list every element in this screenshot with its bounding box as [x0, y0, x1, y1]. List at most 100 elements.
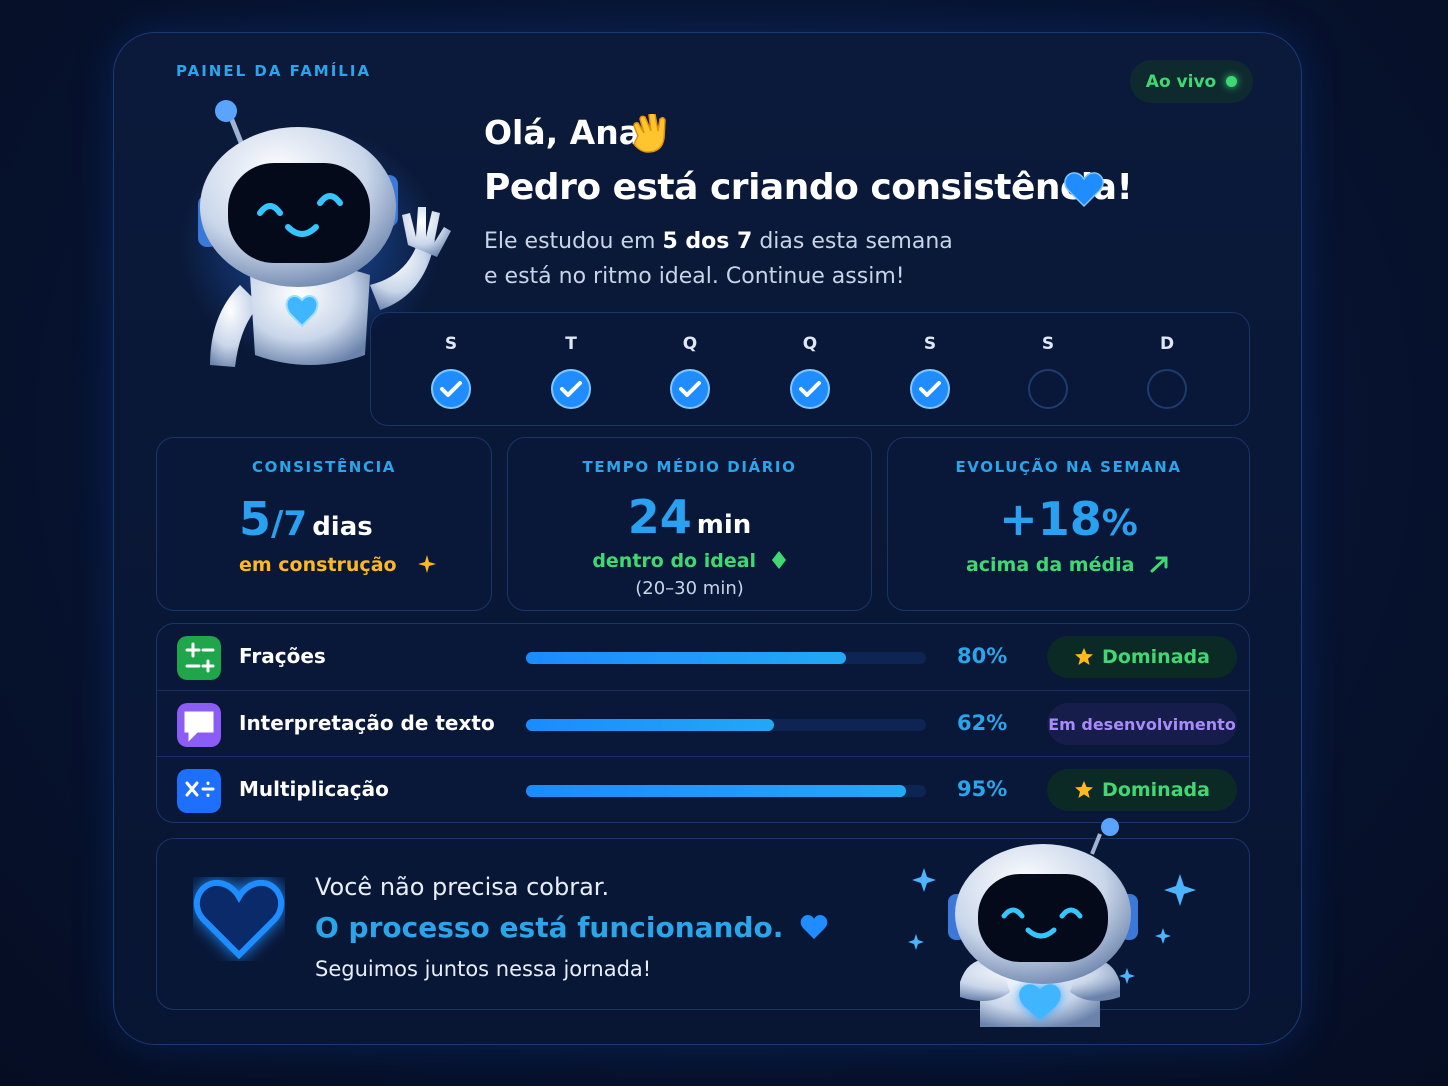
- day-label: Q: [802, 334, 818, 354]
- star-icon: [1075, 781, 1094, 798]
- progress-label: 95%: [957, 777, 1008, 801]
- skill-name: Frações: [239, 644, 326, 668]
- stat-number: +18: [999, 492, 1102, 546]
- skill-row: Frações 80% Dominada: [157, 624, 1249, 690]
- check-circle: [910, 369, 950, 409]
- trend-icon: [1150, 556, 1168, 573]
- progress-track: [526, 652, 926, 664]
- live-text: Ao vivo: [1145, 71, 1217, 92]
- note-text: em construção: [239, 554, 397, 576]
- panel-label: PAINEL DA FAMÍLIA: [176, 62, 372, 80]
- check-circle: [551, 369, 591, 409]
- stat-value: 5/7 dias: [239, 492, 373, 546]
- stat-card: TEMPO MÉDIO DIÁRIO 24 min dentro do idea…: [507, 437, 872, 611]
- check-mark: [440, 381, 462, 397]
- skill-name: Multiplicação: [239, 777, 389, 801]
- day-check: [668, 367, 712, 415]
- star-icon: [1075, 648, 1094, 665]
- icon-glyph: [184, 711, 214, 742]
- footer-line2: O processo está funcionando.: [315, 911, 829, 944]
- stat-unit: min: [696, 510, 752, 540]
- day-check: [1026, 367, 1070, 415]
- check-fill: [551, 369, 591, 409]
- greeting-message: Ele estudou em 5 dos 7 dias esta semana: [484, 229, 953, 254]
- skill-name: Interpretação de texto: [239, 711, 495, 735]
- day-check: [429, 367, 473, 415]
- message-lead: Ele estudou em: [484, 229, 656, 254]
- check-circle: [1147, 369, 1187, 409]
- check-empty: [1147, 369, 1187, 409]
- message-rest: dias esta semana: [759, 229, 953, 254]
- heart-icon: [800, 915, 828, 939]
- check-mark: [919, 381, 941, 397]
- day-check: [549, 367, 593, 415]
- wave-icon: [633, 114, 666, 153]
- robot-illustration: [180, 100, 451, 367]
- stat-card: EVOLUÇÃO NA SEMANA +18% acima da média: [887, 437, 1250, 611]
- stat-note: acima da média: [888, 554, 1249, 576]
- check-circle: [670, 369, 710, 409]
- stat-note: dentro do ideal: [508, 550, 871, 572]
- day-label: S: [1041, 334, 1055, 354]
- skill-row: Multiplicação 95% Dominada: [157, 756, 1249, 823]
- check-circle: [790, 369, 830, 409]
- stat-unit: %: [1101, 503, 1138, 544]
- day-label: S: [923, 334, 937, 354]
- skill-icon: [177, 636, 221, 680]
- progress-label: 80%: [957, 644, 1008, 668]
- check-mark: [799, 381, 821, 397]
- note-text: acima da média: [965, 554, 1135, 576]
- day-check: [908, 367, 952, 415]
- day-label: Q: [682, 334, 698, 354]
- live-pill: Ao vivo: [1130, 60, 1253, 103]
- sparkle-icon: [418, 555, 437, 573]
- check-empty: [1028, 369, 1068, 409]
- stat-value: +18%: [888, 492, 1249, 546]
- progress-label: 62%: [957, 711, 1008, 735]
- star: [1075, 648, 1094, 665]
- check-fill: [910, 369, 950, 409]
- footer-line3: Seguimos juntos nessa jornada!: [315, 957, 652, 981]
- progress-bar: [526, 652, 846, 664]
- live-dot: [1226, 76, 1238, 87]
- stat-note: em construção: [239, 554, 437, 576]
- check-mark: [560, 381, 582, 397]
- skill-icon: [177, 703, 221, 747]
- stat-title: EVOLUÇÃO NA SEMANA: [955, 458, 1182, 476]
- check-mark: [679, 381, 701, 397]
- greeting-hello: Olá, Ana: [484, 113, 641, 152]
- skill-row: Interpretação de texto 62% Em desenvolvime…: [157, 690, 1249, 757]
- check-circle: [1028, 369, 1068, 409]
- check-circle: [431, 369, 471, 409]
- status-text: Dominada: [1102, 646, 1210, 668]
- progress-bar: [526, 719, 774, 731]
- progress-bar: [526, 785, 906, 797]
- stat-card: CONSISTÊNCIA 5/7 dias em construção: [156, 437, 492, 611]
- stat-value: 24 min: [508, 490, 871, 544]
- day-check: [788, 367, 832, 415]
- heart-icon: [1064, 172, 1104, 208]
- status-badge: Dominada: [1047, 769, 1237, 811]
- star: [1075, 781, 1094, 798]
- note-text: dentro do ideal: [592, 550, 757, 572]
- robot-heart-illustration: [908, 818, 1196, 1027]
- stat-title: CONSISTÊNCIA: [252, 458, 396, 476]
- message-highlight: 5 dos 7: [662, 229, 753, 254]
- footer-highlight: O processo está funcionando.: [315, 911, 784, 944]
- stat-unit: dias: [312, 512, 373, 542]
- diamond-icon: [771, 551, 786, 569]
- icon-bg: [177, 769, 221, 813]
- day-label: T: [565, 334, 577, 354]
- footer-heart: [193, 879, 285, 960]
- stat-title: TEMPO MÉDIO DIÁRIO: [582, 458, 797, 476]
- stat-number: 5: [239, 492, 272, 546]
- skills-table: Frações 80% Dominada Interpretação de texto…: [156, 623, 1250, 823]
- day-check: [1145, 367, 1189, 415]
- status-badge: Em desenvolvimento: [1047, 703, 1237, 745]
- check-fill: [431, 369, 471, 409]
- status-badge: Dominada: [1047, 636, 1237, 678]
- icon-bg: [177, 636, 221, 680]
- day-label: D: [1159, 334, 1175, 354]
